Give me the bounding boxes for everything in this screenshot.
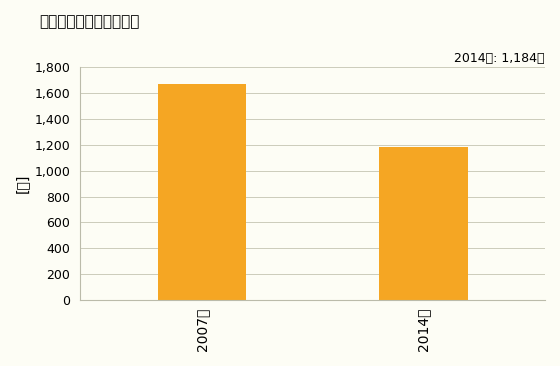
Text: 2014年: 1,184人: 2014年: 1,184人 (455, 52, 545, 65)
Bar (379, 147, 468, 300)
Y-axis label: [人]: [人] (15, 174, 29, 193)
Bar (157, 84, 246, 300)
Text: 小売業の従業者数の推移: 小売業の従業者数の推移 (39, 15, 139, 30)
